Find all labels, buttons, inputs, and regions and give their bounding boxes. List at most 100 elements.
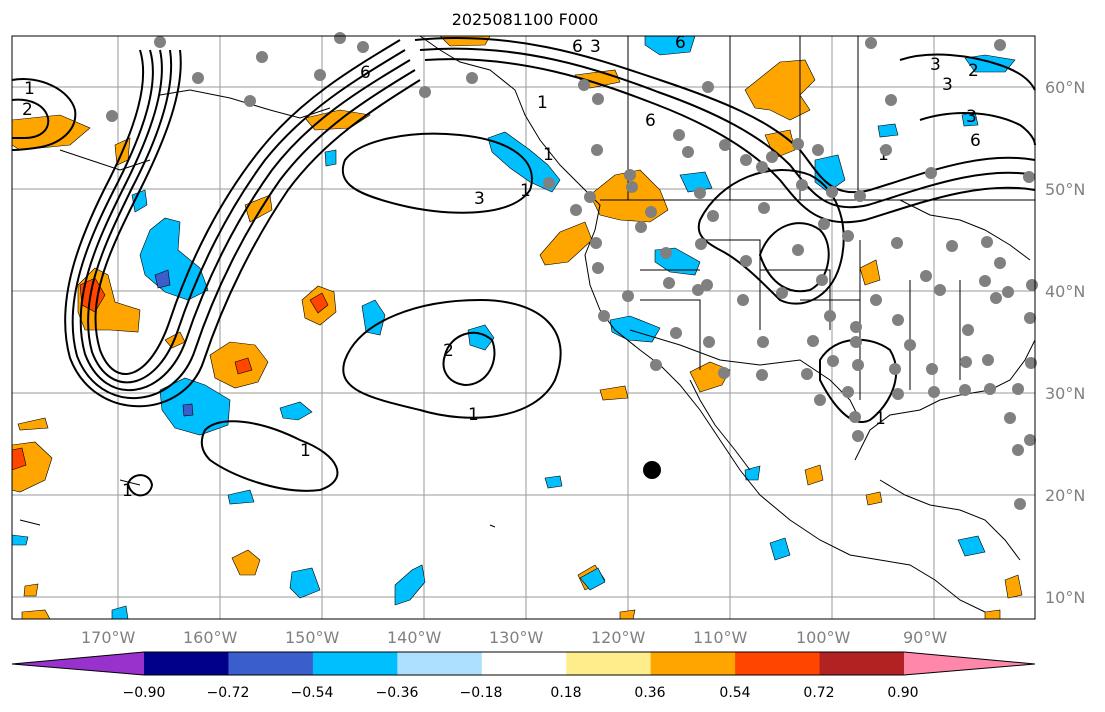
positive-anomaly-area [23,583,39,597]
colorbar-max-extend [904,652,1035,675]
contour-labels: 1 2 1 3 2 1 1 1 6 1 6 6 3 6 3 3 2 6 3 1 … [22,33,981,501]
contour-label: 1 [300,441,311,461]
colorbar-outline [11,651,1036,676]
lon-label: 150°W [285,628,340,647]
contour-lines [11,37,1036,497]
contour-label: 3 [474,189,485,209]
contour-1-open [11,78,77,151]
lat-label: 30°N [1045,384,1085,403]
colorbar-box [397,652,483,675]
lat-label: 40°N [1045,282,1085,301]
contour-label: 3 [942,75,953,95]
lon-label: 130°W [489,628,544,647]
lat-label: 10°N [1045,588,1085,607]
colorbar-box [819,652,905,675]
contour-1-closed [697,169,845,305]
contour-label: 1 [875,409,886,429]
contour-label: 1 [520,181,531,201]
contour-1-closed [200,420,339,492]
positive-anomaly-area [17,417,49,431]
colorbar-box [228,652,314,675]
negative-anomaly-area [324,149,337,167]
lon-label: 110°W [693,628,748,647]
lat-label: 50°N [1045,180,1085,199]
map-title: 2025081100 F000 [451,10,599,29]
positive-anomaly-area [21,609,51,620]
location-marker [643,461,661,479]
colorbar-tick-label: −0.36 [376,685,419,701]
lon-label: 90°W [903,628,947,647]
positive-anomaly-area [599,385,629,401]
colorbar-box [650,652,736,675]
positive-anomaly-area [804,464,824,486]
contour-1-closed [126,474,154,497]
yucatan-coast [879,479,1021,561]
positive-anomaly-area [865,491,883,506]
longitude-labels: 170°W 160°W 150°W 140°W 130°W 120°W 110°… [81,628,947,647]
pacific-coastline [419,35,986,613]
negative-anomaly-area [159,377,231,436]
contour-label: 1 [122,481,133,501]
colorbar-box [566,652,652,675]
positive-anomaly-area [231,549,261,576]
contour-label: 1 [24,79,35,99]
colorbar-boxes [144,652,905,675]
contour-8 [424,58,1036,224]
strong-negative-anomaly-area [154,269,171,289]
colorbar-tick-label: 0.54 [719,685,750,701]
contour-2-open [11,98,50,139]
negative-anomaly-area [279,401,313,421]
colorbar-tick-label: −0.72 [207,685,250,701]
contour-label: 3 [966,107,977,127]
contour-1-closed [342,298,562,419]
contour-label: 6 [675,33,686,53]
lon-label: 170°W [81,628,136,647]
strong-positive-anomaly-area [234,357,253,375]
lon-label: 100°W [796,628,851,647]
contour-label: 1 [537,93,548,113]
negative-anomaly-area [544,475,563,489]
contour-label: 3 [930,55,941,75]
lon-label: 160°W [183,628,238,647]
colorbar-box [481,652,567,675]
colorbar-box [312,652,398,675]
colorbar-tick-label: −0.90 [123,685,166,701]
negative-anomaly-area [679,171,713,193]
contour-label: 3 [590,37,601,57]
lat-label: 20°N [1045,486,1085,505]
negative-anomaly-area [289,567,321,599]
great-lakes-outline [899,199,1031,261]
map-panel [12,36,1035,619]
contour-label: 2 [22,100,33,120]
contour-3 [79,49,411,392]
positive-anomaly-area [764,129,796,159]
negative-anomaly-area [957,535,986,557]
latitude-labels: 60°N 50°N 40°N 30°N 20°N 10°N [1045,78,1085,607]
contour-label: 2 [443,341,454,361]
contour-4 [71,49,416,400]
map-frame [11,35,1036,620]
canadian-province-borders [627,36,859,200]
positive-anomaly-area [859,259,881,286]
negative-anomaly-area [394,564,426,606]
colorbar-tick-label: 0.18 [550,685,581,701]
colorbar-tick-label: −0.18 [460,685,503,701]
colorbar-tick-label: 0.90 [887,685,918,701]
contour-label: 6 [572,37,583,57]
contour-1 [94,39,401,375]
negative-anomaly-area [361,299,386,336]
contour-label: 2 [968,61,979,81]
colorbar-tick-label: 0.36 [634,685,665,701]
us-state-borders [640,239,961,400]
negative-anomaly-area [227,489,255,505]
contour-label: 1 [468,405,479,425]
colorbar-box [735,652,821,675]
colorbar-min-extend [12,652,144,675]
contour-2 [87,49,406,384]
positive-anomaly-area [1004,574,1023,599]
colorbar: −0.90 −0.72 −0.54 −0.36 −0.18 0.18 0.36 … [11,651,1036,701]
contour-6-open [919,112,1036,146]
negative-anomaly-area [877,123,899,138]
contour-label: 1 [543,145,554,165]
